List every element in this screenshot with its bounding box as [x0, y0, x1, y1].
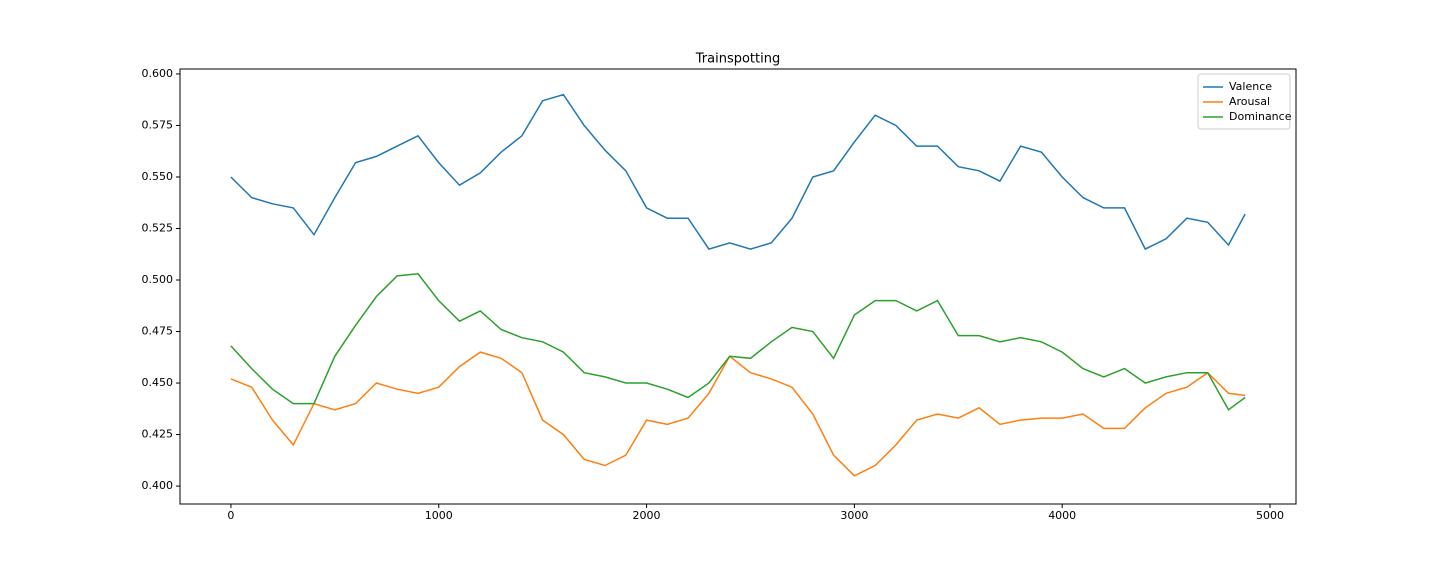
legend-label: Dominance [1229, 110, 1292, 123]
series-line [230, 93, 1246, 251]
y-tick-label: 0.550 [142, 170, 174, 183]
x-tick-label: 4000 [1048, 509, 1076, 522]
chart-title: Trainspotting [695, 52, 780, 67]
legend-label: Valence [1229, 80, 1272, 93]
legend-label: Arousal [1229, 95, 1270, 108]
y-tick-label: 0.450 [142, 376, 174, 389]
y-tick-label: 0.500 [142, 273, 174, 286]
x-tick-label: 1000 [425, 509, 453, 522]
series-line [230, 351, 1246, 477]
y-tick-label: 0.600 [142, 67, 174, 80]
x-tick-label: 0 [227, 509, 234, 522]
plot-frame [179, 68, 1297, 505]
x-tick-label: 2000 [633, 509, 661, 522]
y-tick-label: 0.575 [142, 118, 174, 131]
series-line [230, 273, 1246, 411]
y-tick-label: 0.475 [142, 325, 174, 338]
x-tick-label: 3000 [840, 509, 868, 522]
y-tick-label: 0.525 [142, 221, 174, 234]
y-tick-label: 0.400 [142, 479, 174, 492]
y-tick-label: 0.425 [142, 428, 174, 441]
x-tick-label: 5000 [1256, 509, 1284, 522]
